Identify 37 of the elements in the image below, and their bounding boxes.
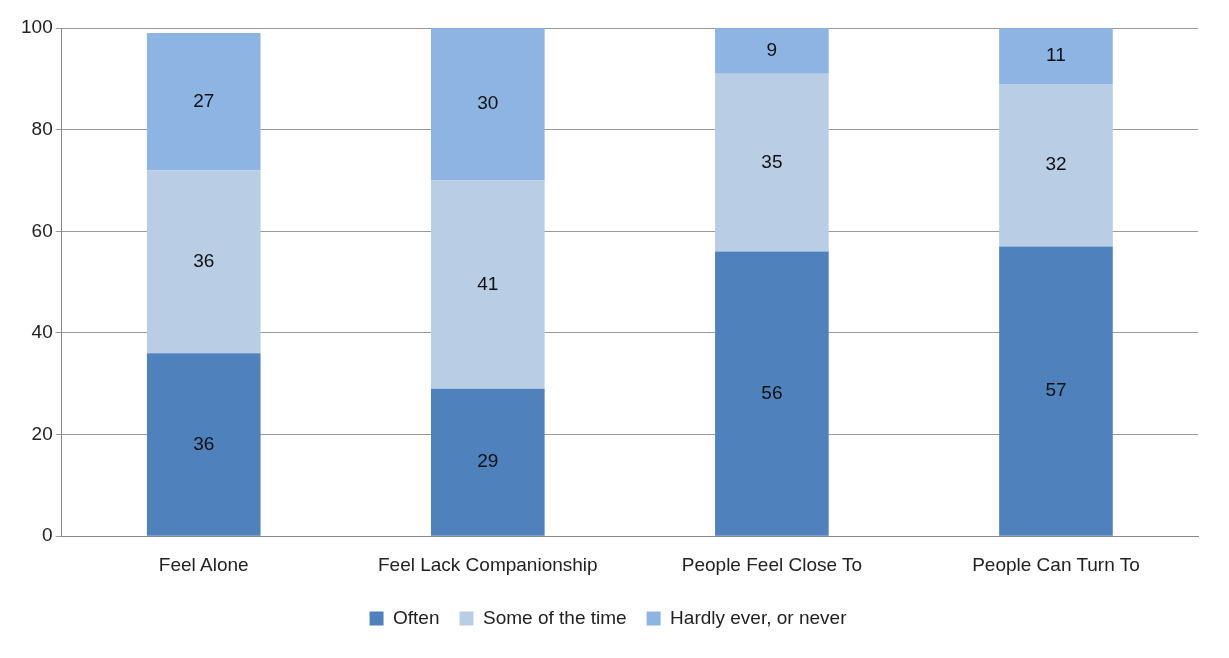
data-label: 41 bbox=[477, 272, 499, 294]
y-tick-label: 80 bbox=[31, 117, 53, 139]
bar bbox=[146, 353, 261, 536]
bar bbox=[431, 388, 545, 536]
legend-label: Some of the time bbox=[483, 606, 627, 628]
x-tick-label: Feel Alone bbox=[158, 553, 249, 575]
bar bbox=[999, 246, 1113, 536]
y-tick-label: 40 bbox=[31, 321, 53, 343]
legend-label: Often bbox=[393, 606, 440, 628]
bar bbox=[431, 180, 545, 389]
bar bbox=[715, 28, 829, 74]
data-label: 11 bbox=[1046, 44, 1066, 66]
bar bbox=[999, 83, 1113, 247]
x-tick-label: People Feel Close To bbox=[681, 553, 863, 575]
data-label: 9 bbox=[766, 39, 778, 61]
x-tick-label: Feel Lack Companionship bbox=[377, 553, 598, 575]
data-label: 27 bbox=[193, 89, 215, 111]
y-tick-label: 20 bbox=[31, 422, 53, 444]
bar bbox=[431, 28, 545, 181]
x-tick-label: People Can Turn To bbox=[972, 553, 1140, 575]
data-label: 56 bbox=[761, 381, 783, 403]
bar bbox=[146, 170, 261, 354]
bar bbox=[146, 33, 261, 171]
legend-label: Hardly ever, or never bbox=[670, 606, 848, 628]
data-label: 36 bbox=[193, 250, 215, 272]
data-label: 36 bbox=[193, 432, 215, 454]
data-label: 30 bbox=[477, 92, 499, 114]
data-label: 29 bbox=[477, 450, 499, 472]
bar bbox=[715, 73, 829, 252]
data-label: 32 bbox=[1045, 153, 1067, 175]
y-tick-label: 0 bbox=[42, 524, 53, 546]
bar bbox=[999, 28, 1113, 84]
data-label: 35 bbox=[761, 150, 783, 172]
data-label: 57 bbox=[1045, 379, 1067, 401]
y-tick-label: 60 bbox=[31, 219, 53, 241]
y-tick-label: 100 bbox=[21, 16, 53, 38]
bar bbox=[715, 251, 829, 536]
